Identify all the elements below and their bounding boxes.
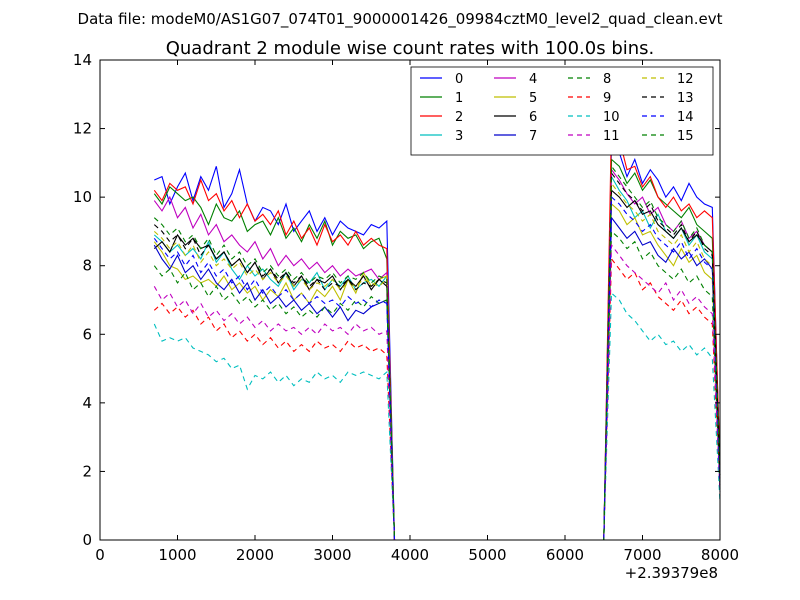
y-tick-label: 12	[73, 120, 92, 138]
legend-label-7: 7	[529, 129, 537, 144]
legend-label-5: 5	[529, 91, 537, 106]
file-suptitle: Data file: modeM0/AS1G07_074T01_90000014…	[78, 10, 723, 29]
legend-label-15: 15	[677, 129, 694, 144]
legend-label-1: 1	[455, 91, 463, 106]
series-line-10	[153, 291, 721, 541]
x-tick-label: 1000	[158, 546, 196, 564]
legend-frame	[410, 66, 714, 156]
legend-label-12: 12	[677, 72, 694, 87]
legend-label-14: 14	[677, 110, 694, 125]
x-tick-label: 2000	[236, 546, 274, 564]
y-tick-label: 0	[82, 531, 92, 549]
legend-label-10: 10	[603, 110, 620, 125]
y-tick-label: 10	[73, 188, 92, 206]
series-line-13	[153, 171, 721, 541]
legend-label-13: 13	[677, 91, 694, 106]
legend-label-4: 4	[529, 72, 537, 87]
legend-label-3: 3	[455, 129, 463, 144]
x-tick-label: 3000	[313, 546, 351, 564]
legend-label-11: 11	[603, 129, 620, 144]
y-tick-label: 2	[82, 462, 92, 480]
chart-title: Quadrant 2 module wise count rates with …	[166, 38, 655, 59]
x-tick-label: 4000	[391, 546, 429, 564]
series-line-15	[153, 164, 721, 541]
legend-label-6: 6	[529, 110, 537, 125]
x-offset-label: +2.39379e8	[625, 564, 718, 582]
y-tick-label: 6	[82, 325, 92, 343]
series-line-12	[153, 181, 721, 541]
legend-label-8: 8	[603, 72, 611, 87]
y-tick-label: 4	[82, 394, 92, 412]
y-tick-label: 14	[73, 51, 92, 69]
x-tick-label: 7000	[623, 546, 661, 564]
x-tick-label: 6000	[546, 546, 584, 564]
legend-label-0: 0	[455, 72, 463, 87]
x-tick-label: 0	[95, 546, 105, 564]
x-tick-label: 5000	[468, 546, 506, 564]
y-tick-label: 8	[82, 257, 92, 275]
x-axis: 0 1000 2000 3000 4000 5000 6000 7000 8000	[95, 60, 739, 564]
legend-label-2: 2	[455, 110, 463, 125]
legend-label-9: 9	[603, 91, 611, 106]
x-tick-label: 8000	[701, 546, 739, 564]
